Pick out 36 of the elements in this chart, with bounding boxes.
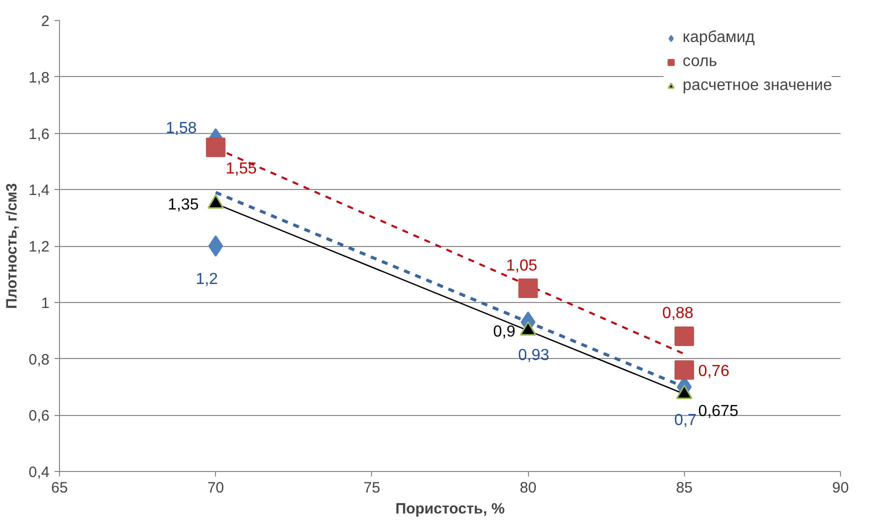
data-label: 1,58 — [166, 120, 197, 137]
point — [518, 278, 538, 298]
data-label: 1,55 — [226, 160, 257, 178]
data-label: 0,88 — [662, 305, 694, 322]
x-tick-label: 65 — [51, 480, 68, 496]
data-label: 0,76 — [698, 363, 730, 380]
point — [206, 138, 226, 158]
y-tick-label: 0,4 — [28, 464, 50, 481]
y-tick-label: 1,2 — [28, 238, 50, 256]
x-tick-label: 75 — [364, 480, 380, 496]
point — [208, 235, 224, 257]
data-label: 0,93 — [518, 347, 550, 364]
data-label: 1,2 — [196, 271, 218, 288]
legend-label: карбамид — [682, 29, 755, 47]
data-label: 0,7 — [674, 412, 697, 429]
y-axis-title: Плотность, г/см3 — [4, 183, 21, 309]
y-tick-label: 0,8 — [28, 351, 50, 368]
x-tick-label: 70 — [207, 480, 224, 496]
y-tick-label: 1,4 — [28, 182, 50, 200]
legend-label: соль — [682, 53, 718, 71]
y-tick-label: 1,6 — [28, 126, 50, 143]
data-label: 0,675 — [698, 402, 738, 420]
y-tick-label: 2 — [41, 13, 50, 30]
data-label: 1,35 — [168, 196, 199, 214]
data-label: 0,9 — [493, 324, 516, 341]
point — [674, 360, 694, 380]
x-axis-title: Пористость, % — [395, 500, 505, 518]
y-tick-label: 1 — [41, 294, 50, 312]
y-tick-label: 0,6 — [28, 408, 50, 425]
x-tick-label: 85 — [676, 480, 693, 496]
point — [674, 326, 694, 346]
legend-label: расчетное значение — [682, 77, 832, 95]
data-label: 1,05 — [506, 257, 538, 274]
x-tick-label: 80 — [520, 480, 536, 496]
y-tick-label: 1,8 — [28, 69, 50, 86]
x-tick-label: 90 — [832, 480, 849, 496]
